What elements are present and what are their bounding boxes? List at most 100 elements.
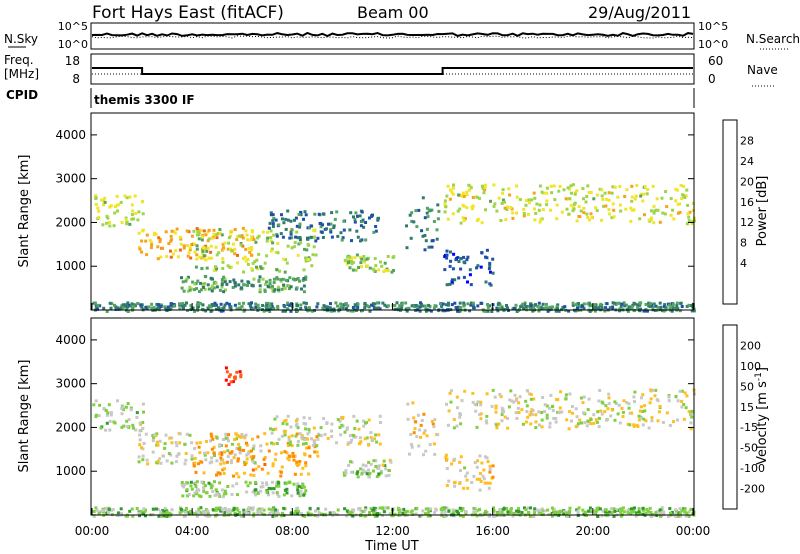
data-cell bbox=[349, 211, 353, 215]
colorbar-tick-label: -50 bbox=[740, 442, 758, 455]
data-cell bbox=[297, 462, 301, 466]
data-cell bbox=[649, 217, 653, 221]
data-cell bbox=[219, 509, 223, 513]
data-cell bbox=[203, 484, 207, 488]
data-cell bbox=[122, 424, 126, 428]
data-cell bbox=[534, 420, 538, 424]
data-cell bbox=[374, 433, 378, 437]
data-cell bbox=[287, 458, 291, 462]
data-cell bbox=[312, 245, 316, 249]
data-cell bbox=[543, 509, 547, 513]
data-cell bbox=[346, 255, 350, 259]
data-cell bbox=[132, 304, 136, 308]
data-cell bbox=[656, 399, 660, 403]
data-cell bbox=[534, 413, 538, 417]
data-cell bbox=[363, 258, 367, 262]
data-cell bbox=[445, 283, 449, 287]
data-cell bbox=[321, 223, 324, 227]
data-cell bbox=[108, 428, 112, 432]
data-cell bbox=[600, 188, 604, 192]
data-cell bbox=[302, 268, 306, 272]
data-cell bbox=[382, 459, 386, 463]
data-cell bbox=[224, 436, 228, 440]
power-colorbar-label: Power [dB] bbox=[755, 176, 770, 247]
data-cell bbox=[661, 421, 665, 424]
data-cell bbox=[343, 507, 347, 511]
data-cell bbox=[462, 204, 466, 208]
data-cell bbox=[406, 306, 410, 310]
data-cell bbox=[570, 191, 573, 195]
data-cell bbox=[400, 302, 404, 306]
data-cell bbox=[218, 506, 222, 510]
data-cell bbox=[300, 434, 304, 438]
data-cell bbox=[622, 301, 626, 305]
data-cell bbox=[582, 306, 586, 310]
data-cell bbox=[571, 301, 575, 305]
data-cell bbox=[596, 508, 600, 512]
data-cell bbox=[364, 421, 367, 425]
data-cell bbox=[603, 508, 607, 512]
data-cell bbox=[195, 287, 198, 291]
data-cell bbox=[242, 283, 246, 287]
data-cell bbox=[214, 233, 218, 237]
data-cell bbox=[332, 307, 336, 311]
data-cell bbox=[312, 235, 316, 239]
data-cell bbox=[632, 423, 636, 427]
data-cell bbox=[276, 251, 280, 255]
data-cell bbox=[587, 191, 591, 194]
data-cell bbox=[215, 285, 219, 289]
data-cell bbox=[511, 216, 515, 220]
data-cell bbox=[240, 279, 244, 283]
data-cell bbox=[188, 285, 192, 289]
power-ylabel: Slant Range [km] bbox=[17, 155, 32, 268]
data-cell bbox=[303, 492, 307, 495]
data-cell bbox=[629, 219, 633, 223]
data-cell bbox=[432, 442, 436, 446]
data-cell bbox=[334, 301, 338, 305]
data-cell bbox=[687, 410, 691, 414]
data-cell bbox=[601, 197, 605, 201]
data-cell bbox=[624, 303, 628, 307]
data-cell bbox=[456, 511, 460, 515]
data-cell bbox=[372, 459, 376, 463]
data-cell bbox=[500, 419, 504, 423]
data-cell bbox=[562, 512, 566, 516]
data-cell bbox=[517, 411, 521, 414]
data-cell bbox=[683, 196, 687, 199]
data-cell bbox=[405, 309, 409, 313]
data-cell bbox=[201, 303, 205, 307]
data-cell bbox=[358, 214, 362, 218]
data-cell bbox=[479, 417, 483, 421]
data-cell bbox=[338, 419, 342, 423]
data-cell bbox=[262, 508, 266, 512]
data-cell bbox=[465, 258, 469, 262]
data-cell bbox=[274, 427, 278, 431]
data-cell bbox=[106, 411, 110, 415]
data-cell bbox=[652, 204, 656, 208]
data-cell bbox=[283, 287, 287, 290]
data-cell bbox=[635, 183, 639, 187]
data-cell bbox=[352, 508, 356, 512]
data-cell bbox=[626, 509, 630, 512]
data-cell bbox=[551, 409, 555, 413]
data-cell bbox=[538, 203, 542, 207]
data-cell bbox=[239, 514, 243, 518]
data-cell bbox=[632, 424, 636, 428]
data-cell bbox=[285, 422, 289, 426]
data-cell bbox=[405, 509, 409, 513]
data-cell bbox=[300, 436, 304, 439]
data-cell bbox=[418, 428, 422, 432]
data-cell bbox=[207, 256, 211, 260]
data-cell bbox=[184, 452, 188, 455]
data-cell bbox=[521, 302, 525, 306]
data-cell bbox=[169, 512, 173, 516]
data-cell bbox=[250, 284, 254, 288]
data-cell bbox=[533, 507, 537, 511]
data-cell bbox=[202, 489, 206, 493]
data-cell bbox=[478, 196, 482, 200]
data-cell bbox=[152, 433, 156, 437]
data-cell bbox=[462, 486, 466, 490]
data-cell bbox=[570, 405, 574, 408]
data-cell bbox=[567, 309, 571, 313]
data-cell bbox=[581, 401, 585, 405]
